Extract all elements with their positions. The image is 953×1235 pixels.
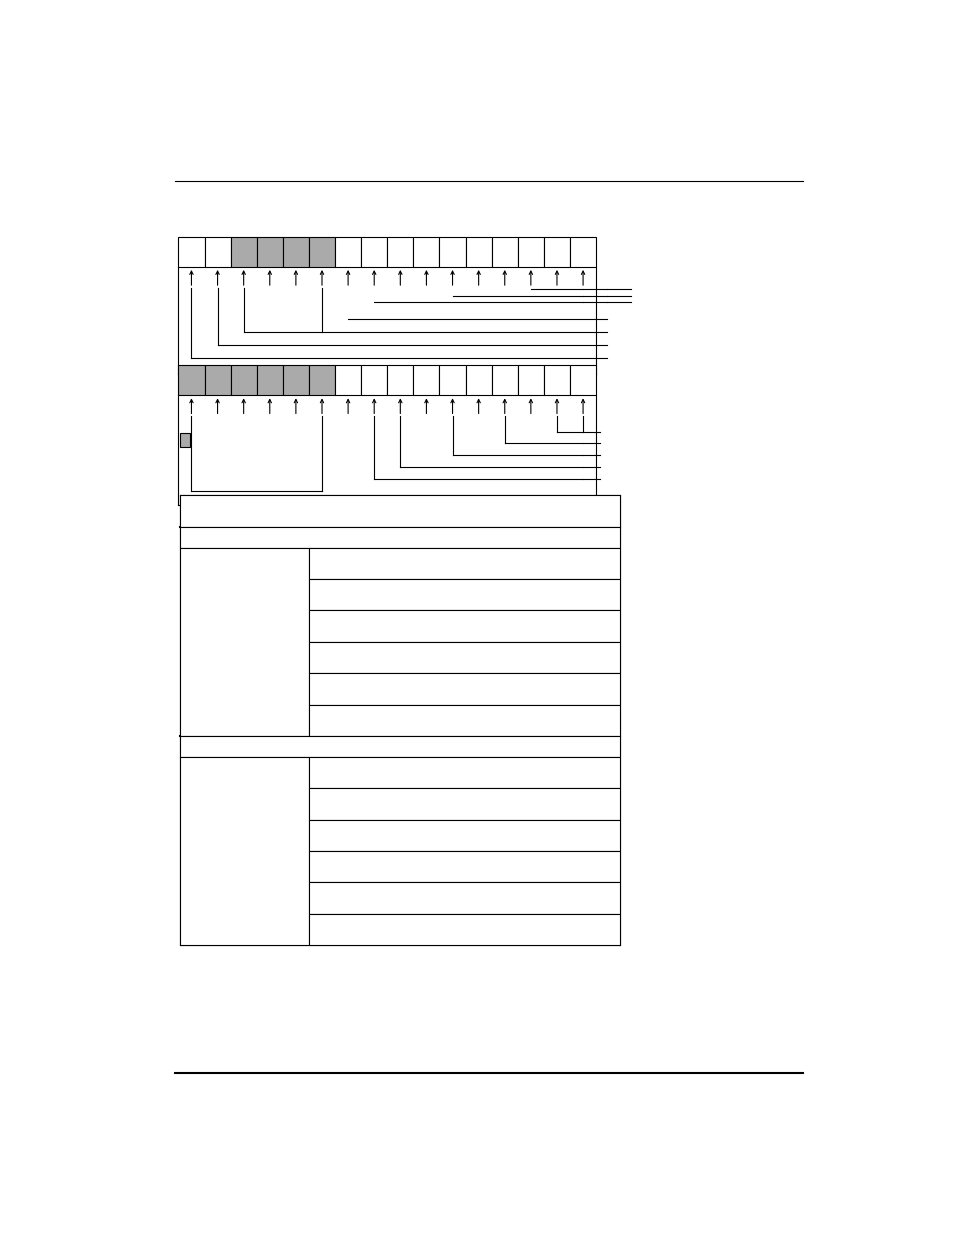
Bar — [180, 757, 309, 945]
Bar — [361, 237, 387, 267]
Bar — [231, 237, 256, 267]
Bar — [335, 237, 361, 267]
Bar — [180, 433, 190, 447]
Bar — [387, 366, 413, 395]
Bar — [204, 237, 231, 267]
Bar — [180, 736, 619, 757]
Bar — [282, 366, 309, 395]
Bar — [282, 237, 309, 267]
Bar — [439, 237, 465, 267]
Bar — [309, 704, 619, 736]
Bar — [178, 237, 204, 267]
Bar — [309, 757, 619, 788]
Bar — [309, 547, 619, 579]
Bar — [256, 366, 282, 395]
Bar — [231, 366, 256, 395]
Bar — [361, 366, 387, 395]
Bar — [309, 237, 335, 267]
Bar — [204, 366, 231, 395]
Bar — [465, 237, 491, 267]
Bar — [570, 366, 596, 395]
Bar — [180, 526, 619, 547]
Bar — [413, 366, 439, 395]
Bar — [309, 882, 619, 914]
Bar — [309, 820, 619, 851]
Bar — [570, 237, 596, 267]
Bar — [439, 366, 465, 395]
Bar — [256, 237, 282, 267]
Bar — [517, 237, 543, 267]
Bar — [309, 642, 619, 673]
Bar — [180, 495, 619, 526]
Bar — [309, 366, 335, 395]
Bar — [491, 237, 517, 267]
Bar — [309, 673, 619, 704]
Bar — [178, 366, 204, 395]
Bar — [517, 366, 543, 395]
Bar — [309, 788, 619, 820]
Bar — [387, 237, 413, 267]
Bar — [465, 366, 491, 395]
Bar — [543, 237, 570, 267]
Bar — [309, 579, 619, 610]
Bar — [491, 366, 517, 395]
Bar — [309, 851, 619, 882]
Bar — [543, 366, 570, 395]
Bar — [335, 366, 361, 395]
Bar — [309, 610, 619, 642]
Bar — [309, 914, 619, 945]
Bar — [413, 237, 439, 267]
Bar — [180, 547, 309, 736]
